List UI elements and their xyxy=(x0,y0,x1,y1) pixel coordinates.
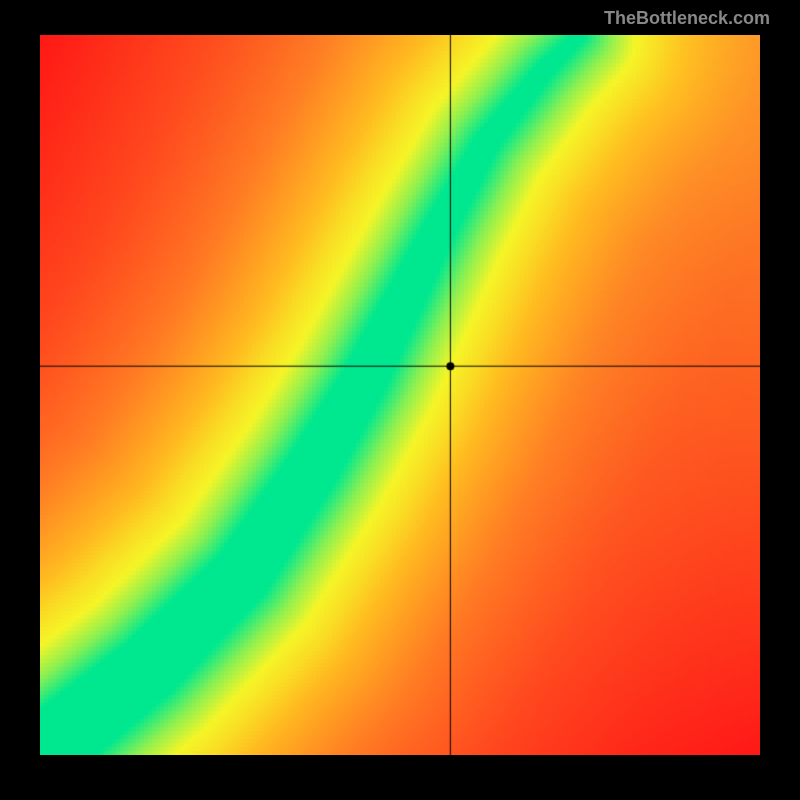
heatmap-canvas xyxy=(40,35,760,755)
watermark-text: TheBottleneck.com xyxy=(604,8,770,29)
heatmap-chart xyxy=(40,35,760,755)
